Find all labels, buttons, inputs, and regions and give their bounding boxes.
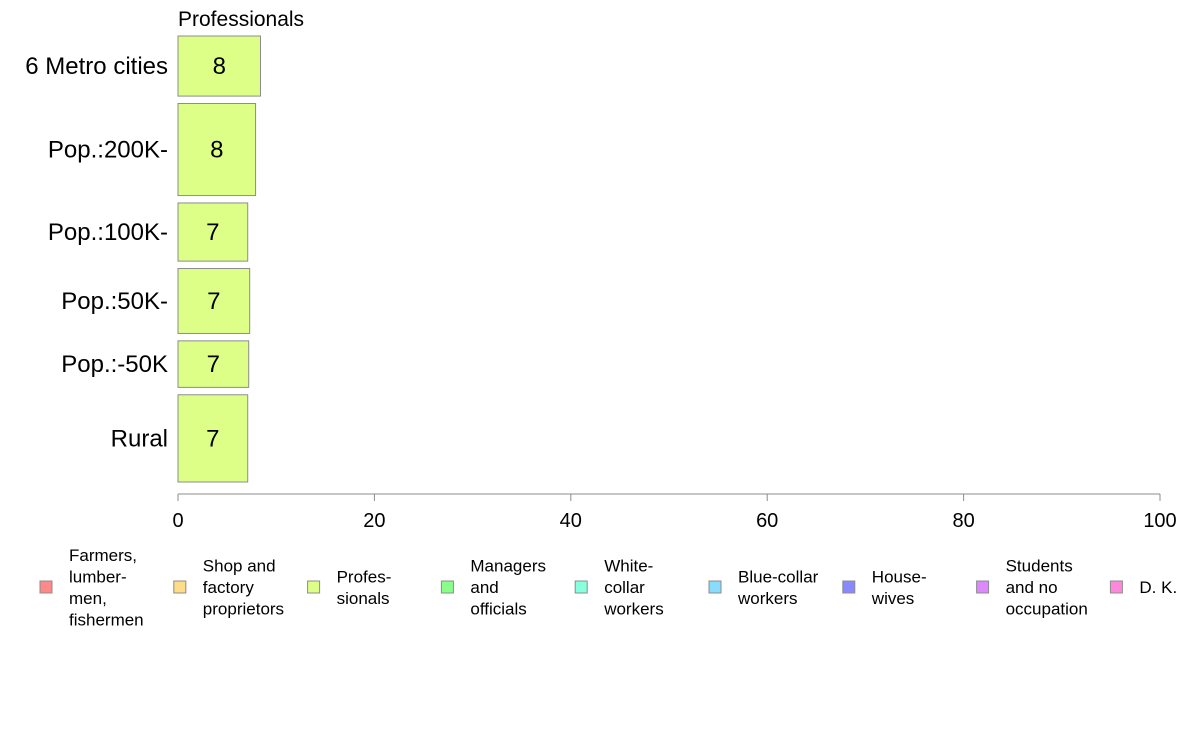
legend-swatch bbox=[440, 580, 454, 594]
legend-label: Blue-collar workers bbox=[737, 567, 819, 608]
legend-label: House-wives bbox=[871, 567, 927, 608]
bar-value-label: 8 bbox=[213, 53, 226, 80]
legend-label: Shop and factory proprietors bbox=[203, 557, 284, 619]
x-tick-label: 60 bbox=[756, 510, 778, 532]
x-tick-label: 0 bbox=[172, 510, 183, 532]
category-label: Pop.:100K- bbox=[48, 219, 168, 246]
bar bbox=[177, 340, 250, 388]
bar bbox=[177, 102, 257, 197]
bar-value-label: 8 bbox=[210, 137, 223, 164]
chart-title: Professionals bbox=[178, 8, 304, 31]
legend-swatch bbox=[1109, 580, 1123, 594]
bar-value-label: 7 bbox=[206, 425, 219, 452]
bar bbox=[177, 35, 261, 97]
x-tick-label: 100 bbox=[1143, 510, 1176, 532]
bar-value-label: 7 bbox=[207, 351, 220, 378]
bar bbox=[177, 394, 249, 483]
x-axis: 0 20 40 60 80 100 bbox=[172, 493, 1177, 532]
legend-swatch bbox=[708, 580, 722, 594]
x-tick-label: 40 bbox=[560, 510, 582, 532]
legend-label: Farmers, lumber-men, fishermen bbox=[69, 546, 144, 630]
bars-group: 6 Metro cities 8 Pop.:200K- 8 Pop.:100K- 7 Pop… bbox=[25, 35, 261, 483]
legend: Farmers, lumber-men, fishermen Shop and fact… bbox=[39, 546, 1177, 630]
bar bbox=[177, 202, 249, 262]
legend-swatch bbox=[842, 580, 856, 594]
legend-swatch bbox=[976, 580, 990, 594]
legend-swatch bbox=[39, 580, 53, 594]
legend-label: Students and no occupation bbox=[1006, 557, 1088, 619]
category-label: Pop.:200K- bbox=[48, 137, 168, 164]
x-tick-label: 20 bbox=[363, 510, 385, 532]
category-label: Pop.:-50K bbox=[61, 351, 168, 378]
bar-value-label: 7 bbox=[207, 288, 220, 315]
category-label: 6 Metro cities bbox=[25, 53, 168, 80]
bar-value-label: 7 bbox=[206, 219, 219, 246]
legend-label: D. K. bbox=[1139, 578, 1177, 597]
legend-swatch bbox=[173, 580, 187, 594]
legend-swatch bbox=[307, 580, 321, 594]
category-label: Rural bbox=[111, 425, 168, 452]
category-label: Pop.:50K- bbox=[61, 288, 168, 315]
legend-label: White-collar workers bbox=[603, 557, 664, 619]
bar bbox=[177, 268, 251, 334]
legend-label: Profes-sionals bbox=[337, 567, 392, 608]
x-tick-label: 80 bbox=[952, 510, 974, 532]
legend-swatch bbox=[574, 580, 588, 594]
legend-label: Managers and officials bbox=[470, 557, 546, 619]
